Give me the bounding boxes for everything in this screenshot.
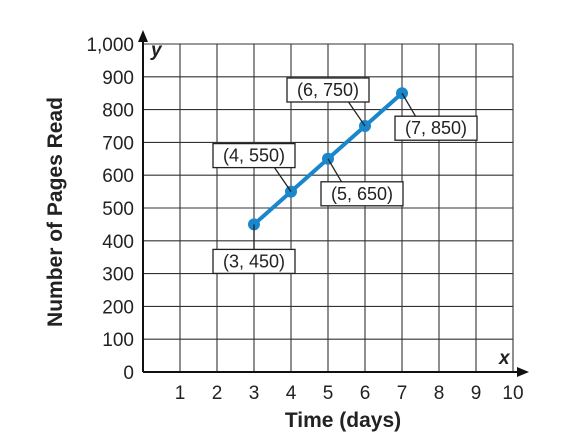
y-tick-label: 400 [102,232,134,253]
x-axis-arrow [517,367,529,377]
y-tick-label: 100 [102,330,134,351]
label-box [320,181,404,207]
label-leader-line [273,167,292,192]
x-tick-label: 7 [397,383,408,404]
y-tick-label: 200 [102,297,134,318]
y-axis-title: Number of Pages Read [44,97,67,327]
x-tick-label: 5 [323,383,334,404]
x-axis-variable: x [498,348,511,369]
point-label: (4, 550) [223,146,285,166]
x-tick-label: 9 [471,383,482,404]
y-tick-label: 0 [123,363,134,384]
y-tick-label: 300 [102,265,134,286]
label-box [212,142,296,169]
y-tick-label: 700 [102,133,134,154]
y-tick-label: 1,000 [86,35,134,56]
point-label: (7, 850) [405,118,467,138]
axes [138,30,529,377]
tick-labels: 1 2 3 4 5 6 7 8 9 1001002003004005006007008009001… [86,35,523,404]
x-tick-label: 6 [360,383,371,404]
label-box [394,115,478,141]
x-tick-label: 2 [212,383,223,404]
x-axis-title: Time (days) [285,409,401,432]
label-box [286,77,370,103]
y-tick-label: 500 [102,199,134,220]
x-tick-label: 10 [502,383,523,404]
x-tick-label: 1 [175,383,186,404]
point-label: (3, 450) [223,251,285,271]
label-leader-line [327,158,343,183]
x-tick-label: 8 [434,383,445,404]
label-box [212,248,296,275]
y-axis-arrow [138,30,148,42]
y-tick-label: 900 [102,68,134,89]
label-leader-line [401,92,417,117]
point-label: (5, 650) [331,184,393,204]
x-tick-label: 3 [249,383,260,404]
y-axis-variable: y [150,40,163,61]
x-tick-label: 4 [286,383,297,404]
label-leader-line [347,101,366,127]
y-tick-label: 800 [102,101,134,122]
point-labels: (3, 450) (4, 550) (5, 650) (6, 750) (7, 850) [212,77,478,275]
point-label: (6, 750) [297,80,359,100]
y-tick-label: 600 [102,166,134,187]
